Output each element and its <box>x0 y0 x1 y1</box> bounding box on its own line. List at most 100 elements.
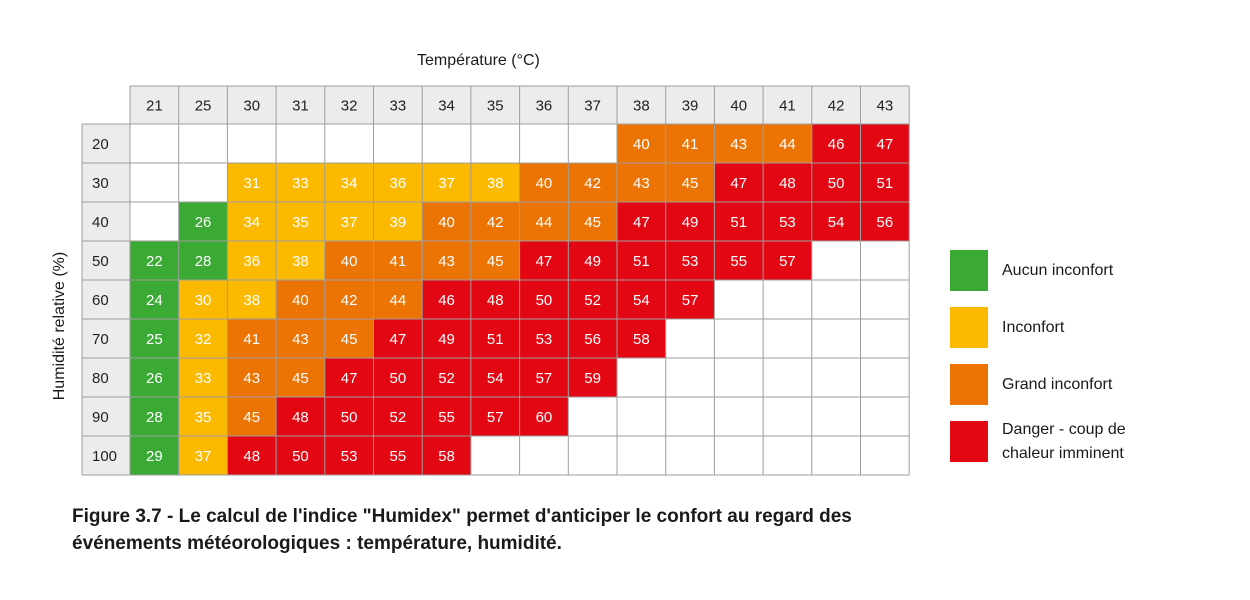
heatmap-cell <box>519 319 569 358</box>
heatmap-cell <box>811 436 861 475</box>
heatmap-cell <box>811 319 861 358</box>
cell-value-label: 22 <box>146 253 163 270</box>
heatmap-cell <box>373 436 423 475</box>
heatmap-cell <box>763 358 812 397</box>
cell-value-label: 28 <box>195 253 212 270</box>
heatmap-cell <box>811 202 861 241</box>
heatmap-cell <box>860 124 910 163</box>
heatmap-cell <box>811 124 861 163</box>
heatmap-cell <box>324 163 374 202</box>
heatmap-cell <box>714 319 764 358</box>
column-header-label: 30 <box>243 98 260 115</box>
heatmap-cell <box>860 319 910 358</box>
cell-value-label: 26 <box>146 370 163 387</box>
cell-value-label: 51 <box>633 253 650 270</box>
legend-swatch <box>950 250 988 291</box>
heatmap-cell <box>763 163 812 202</box>
heatmap-cell <box>519 163 569 202</box>
heatmap-cell <box>811 241 861 280</box>
heatmap-cell <box>276 163 325 202</box>
cell-value-label: 49 <box>682 214 699 231</box>
cell-value-label: 43 <box>633 175 650 192</box>
heatmap-cell <box>227 163 277 202</box>
column-header-label: 36 <box>536 98 553 115</box>
cell-value-label: 38 <box>292 253 309 270</box>
cell-value-label: 44 <box>536 214 553 231</box>
cell-value-label: 47 <box>390 331 407 348</box>
heatmap-cell <box>665 280 715 319</box>
cell-value-label: 40 <box>292 292 309 309</box>
cell-value-label: 57 <box>487 409 504 426</box>
heatmap-cell <box>860 397 910 436</box>
column-header-label: 38 <box>633 98 650 115</box>
heatmap-cell <box>617 436 666 475</box>
cell-value-label: 54 <box>828 214 845 231</box>
row-header-bg <box>82 124 130 475</box>
heatmap-cell <box>568 241 617 280</box>
heatmap-cell <box>227 241 277 280</box>
row-header-label: 20 <box>92 136 109 153</box>
cell-value-label: 45 <box>341 331 358 348</box>
heatmap-cell <box>470 397 520 436</box>
cell-value-label: 49 <box>584 253 601 270</box>
heatmap-cell <box>178 436 228 475</box>
cell-value-label: 55 <box>730 253 747 270</box>
row-header-label: 40 <box>92 214 109 231</box>
cell-value-label: 57 <box>536 370 553 387</box>
heatmap-cell <box>178 319 228 358</box>
cell-value-label: 47 <box>341 370 358 387</box>
heatmap-cell <box>130 436 179 475</box>
heatmap-cell <box>130 280 179 319</box>
heatmap-cell <box>568 163 617 202</box>
heatmap-cell <box>665 241 715 280</box>
heatmap-cell <box>617 202 666 241</box>
heatmap-cell <box>373 163 423 202</box>
heatmap-cell <box>422 358 471 397</box>
cell-value-label: 48 <box>779 175 796 192</box>
cell-value-label: 53 <box>341 448 358 465</box>
cell-value-label: 59 <box>584 370 601 387</box>
cell-value-label: 48 <box>292 409 309 426</box>
heatmap-cell <box>227 124 277 163</box>
heatmap-cell <box>324 436 374 475</box>
heatmap-cell <box>324 202 374 241</box>
heatmap-cell <box>276 124 325 163</box>
legend-label: Aucun inconfort <box>1002 261 1114 279</box>
cell-value-label: 58 <box>633 331 650 348</box>
heatmap-cell <box>860 163 910 202</box>
heatmap-cell <box>617 241 666 280</box>
heatmap-cell <box>178 280 228 319</box>
heatmap-cell <box>519 124 569 163</box>
row-header-label: 30 <box>92 175 109 192</box>
cell-value-label: 29 <box>146 448 163 465</box>
heatmap-cell <box>617 319 666 358</box>
heatmap-cell <box>373 241 423 280</box>
heatmap-cell <box>227 397 277 436</box>
heatmap-cell <box>763 241 812 280</box>
cell-value-label: 41 <box>682 136 699 153</box>
cell-value-label: 42 <box>341 292 358 309</box>
heatmap-cell <box>714 163 764 202</box>
column-header-label: 43 <box>877 98 894 115</box>
cell-value-label: 36 <box>243 253 260 270</box>
column-header-label: 41 <box>779 98 796 115</box>
column-header-label: 34 <box>438 98 455 115</box>
column-header-label: 25 <box>195 98 212 115</box>
heatmap-cell <box>519 358 569 397</box>
heatmap-cell <box>568 319 617 358</box>
heatmap-cell <box>860 280 910 319</box>
cell-value-label: 34 <box>341 175 358 192</box>
heatmap-cell <box>763 124 812 163</box>
cell-value-label: 45 <box>487 253 504 270</box>
heatmap-cell <box>617 124 666 163</box>
heatmap-cell <box>665 163 715 202</box>
heatmap-cell <box>568 397 617 436</box>
cell-value-label: 40 <box>438 214 455 231</box>
heatmap-cell <box>373 280 423 319</box>
cell-value-label: 37 <box>341 214 358 231</box>
legend-label: Grand inconfort <box>1002 375 1113 393</box>
cell-value-label: 55 <box>438 409 455 426</box>
cell-value-label: 52 <box>438 370 455 387</box>
heatmap-cell <box>470 436 520 475</box>
heatmap-cell <box>178 124 228 163</box>
